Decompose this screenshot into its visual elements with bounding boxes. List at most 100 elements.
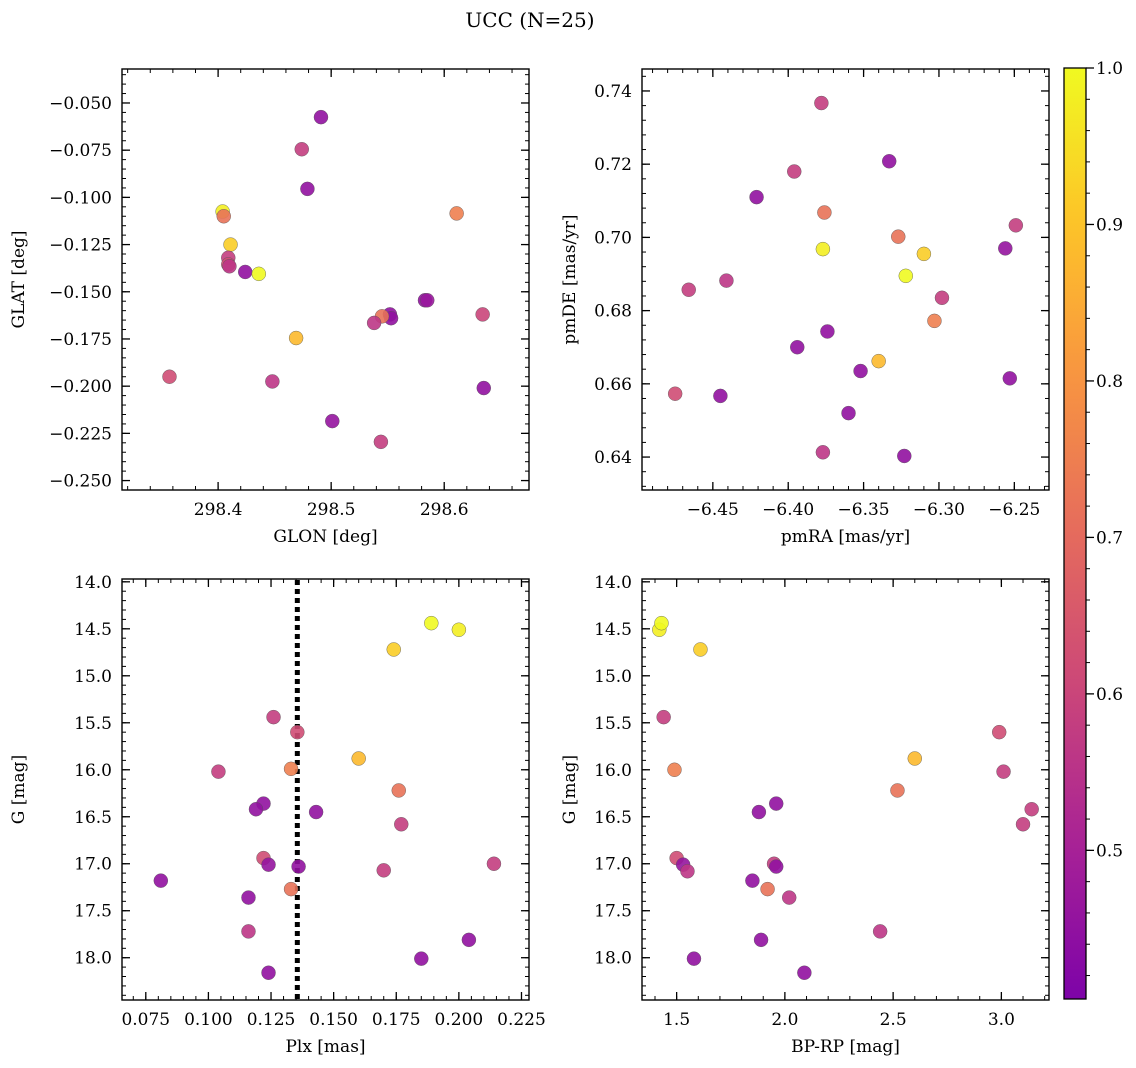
scatter-point <box>769 796 784 811</box>
y-tick-label: 14.5 <box>594 620 632 640</box>
scatter-point <box>461 932 477 948</box>
x-tick-label: 0.075 <box>121 1010 170 1030</box>
scatter-point <box>351 751 366 766</box>
x-axis-label: pmRA [mas/yr] <box>781 527 910 547</box>
x-tick-label: 298.5 <box>307 500 356 520</box>
x-tick-label: 0.100 <box>184 1010 233 1030</box>
y-tick-label: 17.5 <box>594 902 632 922</box>
y-tick-label: 16.5 <box>74 808 112 828</box>
y-tick-label: −0.175 <box>49 330 112 350</box>
x-axis-label: GLON [deg] <box>273 527 377 547</box>
scatter-point <box>693 642 708 657</box>
scatter-point <box>475 307 490 322</box>
scatter-point <box>294 142 309 157</box>
y-tick-label: 14.0 <box>594 573 632 593</box>
y-tick-label: −0.200 <box>49 377 112 397</box>
scatter-panel-3: 0.075 0.100 0.125 0.150 0.175 0.200 0.225 14.0 1… <box>9 573 546 1057</box>
scatter-point <box>927 313 942 329</box>
y-tick-label: 0.74 <box>594 82 632 102</box>
y-tick-label: −0.125 <box>49 236 112 256</box>
y-axis-label: pmDE [mas/yr] <box>560 214 580 344</box>
y-axis-label: GLAT [deg] <box>9 230 29 328</box>
x-tick-label: −6.25 <box>988 500 1040 520</box>
x-tick-label: −6.30 <box>913 500 965 520</box>
scatter-point <box>451 622 467 637</box>
scatter-point <box>300 181 315 197</box>
scatter-point <box>882 154 897 169</box>
scatter-point <box>667 762 682 777</box>
scatter-point <box>265 374 280 389</box>
colorbar-gradient <box>1063 67 1087 1000</box>
scatter-point <box>290 724 305 740</box>
scatter-point <box>248 802 264 817</box>
scatter-point <box>686 951 702 966</box>
colorbar-tick-label: 0.7 <box>1096 528 1123 548</box>
scatter-point <box>391 783 406 798</box>
scatter-point <box>449 206 464 221</box>
scatter-point <box>211 764 226 779</box>
y-tick-label: −0.075 <box>49 141 112 161</box>
scatter-point <box>790 340 805 355</box>
x-axis-label: BP-RP [mag] <box>791 1037 900 1057</box>
scatter-point <box>719 273 734 288</box>
scatter-panels: 298.4 298.5 298.6 −0.050 −0.075 −0.100 −0.125 −… <box>9 68 1050 1057</box>
y-tick-label: 17.0 <box>74 855 112 875</box>
scatter-panel-2: −6.45 −6.40 −6.35 −6.30 −6.25 0.64 0.66 0.68 0.7… <box>560 68 1050 547</box>
scatter-point <box>656 709 671 725</box>
scatter-point <box>907 751 922 766</box>
scatter-point <box>476 380 491 396</box>
y-tick-label: 16.0 <box>74 761 112 781</box>
scatter-point <box>751 804 767 820</box>
scatter-point <box>749 189 764 205</box>
y-tick-label: 15.5 <box>594 714 632 734</box>
scatter-point <box>916 246 932 262</box>
scatter-point <box>291 859 306 874</box>
scatter-point <box>787 164 802 179</box>
scatter-point <box>654 615 669 631</box>
scatter-point <box>667 386 683 401</box>
x-tick-label: 1.5 <box>663 1010 690 1030</box>
scatter-point <box>283 761 299 777</box>
scatter-point <box>266 709 281 725</box>
scatter-point <box>817 205 832 220</box>
colorbar: 0.5 0.6 0.7 0.8 0.9 1.0 <box>1063 59 1123 1000</box>
scatter-point <box>1008 218 1024 233</box>
scatter-point <box>251 266 266 282</box>
x-tick-label: −6.45 <box>687 500 739 520</box>
scatter-point <box>853 363 868 379</box>
y-tick-label: 15.0 <box>74 667 112 687</box>
scatter-point <box>998 241 1013 256</box>
scatter-point <box>216 209 231 224</box>
y-tick-label: 0.70 <box>594 228 632 248</box>
scatter-panel-1: 298.4 298.5 298.6 −0.050 −0.075 −0.100 −0.125 −… <box>9 68 530 547</box>
colorbar-tick-label: 1.0 <box>1096 59 1123 79</box>
y-tick-label: 16.0 <box>594 761 632 781</box>
scatter-point <box>934 290 950 306</box>
x-tick-label: 0.125 <box>247 1010 296 1030</box>
y-tick-label: 15.0 <box>594 667 632 687</box>
y-tick-label: 18.0 <box>594 949 632 969</box>
scatter-point <box>261 857 276 872</box>
scatter-point <box>223 237 238 252</box>
scatter-point <box>797 965 812 980</box>
scatter-point <box>241 924 256 939</box>
scatter-point <box>283 881 299 897</box>
figure-title: UCC (N=25) <box>465 8 594 32</box>
y-tick-label: 14.5 <box>74 620 112 640</box>
scatter-point <box>891 229 906 244</box>
y-tick-label: 14.0 <box>74 573 112 593</box>
axes-frame <box>641 68 1050 491</box>
scatter-point <box>308 804 324 820</box>
x-tick-label: −6.35 <box>838 500 890 520</box>
scatter-point <box>681 282 696 297</box>
scatter-point <box>713 388 728 404</box>
scatter-point <box>238 264 253 280</box>
scatter-point <box>782 890 797 905</box>
scatter-point <box>815 445 831 460</box>
scatter-point <box>162 369 177 384</box>
y-tick-label: 0.68 <box>594 302 632 322</box>
x-tick-label: 298.6 <box>420 500 469 520</box>
scatter-panel-4: 1.5 2.0 2.5 3.0 14.0 14.5 15.0 15.5 16.0 16.5 17.0… <box>560 573 1050 1057</box>
x-tick-label: 0.150 <box>309 1010 358 1030</box>
scatter-point <box>366 315 382 331</box>
